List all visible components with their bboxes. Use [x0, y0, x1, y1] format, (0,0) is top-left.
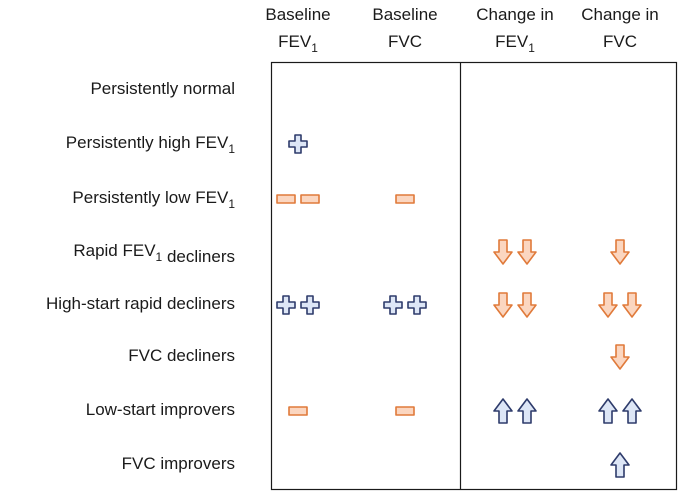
minus-icon	[395, 406, 415, 416]
plus-icon	[288, 134, 308, 154]
up-icon	[493, 398, 513, 424]
subscript: 1	[528, 41, 535, 55]
row-label: Persistently high FEV1	[66, 133, 236, 156]
minus-icon	[395, 194, 415, 204]
minus-icon	[276, 194, 296, 204]
text-part: FVC	[603, 32, 637, 51]
text-part: decliners	[162, 247, 235, 266]
up-icon	[610, 452, 630, 478]
plus-icon	[383, 295, 403, 315]
subscript: 1	[156, 250, 163, 264]
column-header: FVC	[603, 32, 637, 51]
plus-icon	[300, 295, 320, 315]
text-part: FEV	[278, 32, 312, 51]
column-header: FEV1	[278, 32, 318, 55]
text-part: Persistently high FEV	[66, 133, 229, 152]
column-header: FVC	[388, 32, 422, 51]
table-frame	[270, 61, 678, 491]
text-part: Baseline	[265, 5, 330, 24]
subscript: 1	[228, 142, 235, 156]
text-part: FVC improvers	[122, 454, 235, 473]
up-icon	[598, 398, 618, 424]
text-part: Change in	[581, 5, 659, 24]
down-icon	[493, 239, 513, 265]
text-part: FEV	[495, 32, 529, 51]
minus-icon	[288, 406, 308, 416]
text-part: High-start rapid decliners	[46, 294, 235, 313]
down-icon	[610, 239, 630, 265]
down-icon	[610, 344, 630, 370]
row-label: Persistently normal	[90, 79, 235, 98]
text-part: Change in	[476, 5, 554, 24]
text-part: Persistently normal	[90, 79, 235, 98]
down-icon	[517, 239, 537, 265]
column-header: Change in	[476, 5, 554, 24]
plus-icon	[407, 295, 427, 315]
minus-icon	[300, 194, 320, 204]
row-label: Low-start improvers	[86, 400, 235, 419]
text-part: Low-start improvers	[86, 400, 235, 419]
row-label: Rapid FEV1 decliners	[73, 241, 235, 266]
column-header: Baseline	[265, 5, 330, 24]
down-icon	[517, 292, 537, 318]
down-icon	[493, 292, 513, 318]
subscript: 1	[228, 197, 235, 211]
up-icon	[622, 398, 642, 424]
text-part: Baseline	[372, 5, 437, 24]
row-label: FVC decliners	[128, 346, 235, 365]
subscript: 1	[311, 41, 318, 55]
text-part: FVC	[388, 32, 422, 51]
text-part: FVC decliners	[128, 346, 235, 365]
column-header: Baseline	[372, 5, 437, 24]
row-label: Persistently low FEV1	[72, 188, 235, 211]
plus-icon	[276, 295, 296, 315]
up-icon	[517, 398, 537, 424]
text-part: Persistently low FEV	[72, 188, 229, 207]
down-icon	[622, 292, 642, 318]
down-icon	[598, 292, 618, 318]
column-header: Change in	[581, 5, 659, 24]
text-part: Rapid FEV	[73, 241, 156, 260]
row-label: FVC improvers	[122, 454, 235, 473]
row-label: High-start rapid decliners	[46, 294, 235, 313]
column-header: FEV1	[495, 32, 535, 55]
